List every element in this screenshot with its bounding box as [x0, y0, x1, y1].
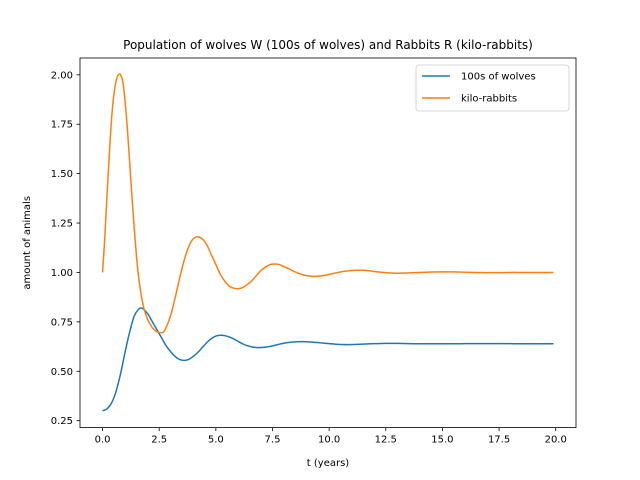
legend-box — [415, 64, 570, 112]
y-axis: 0.25 0.50 0.75 1.00 1.25 1.50 1.75 2.00 — [51, 70, 80, 427]
legend: 100s of wolves kilo-rabbits — [415, 64, 570, 112]
x-axis: 0.0 2.5 5.0 7.5 10.0 12.5 15.0 17.5 20.0 — [95, 427, 567, 446]
series-line-rabbits — [101, 73, 554, 334]
x-tick-label: 7.5 — [265, 435, 281, 446]
series-line-wolves — [102, 307, 554, 412]
y-tick-label: 1.00 — [51, 268, 73, 279]
y-tick-label: 2.00 — [51, 70, 73, 81]
x-tick-label: 12.5 — [375, 435, 397, 446]
x-tick-label: 5.0 — [208, 435, 224, 446]
x-tick-label: 10.0 — [318, 435, 340, 446]
series-layer — [101, 73, 554, 412]
legend-label-rabbits: kilo-rabbits — [461, 94, 517, 105]
x-tick-label: 15.0 — [431, 435, 453, 446]
plot-frame — [79, 57, 577, 429]
y-axis-label: amount of animals — [22, 196, 33, 290]
legend-label-wolves: 100s of wolves — [461, 72, 536, 83]
chart-title: Population of wolves W (100s of wolves) … — [123, 38, 533, 52]
x-tick-label: 20.0 — [545, 435, 567, 446]
x-tick-label: 17.5 — [488, 435, 510, 446]
x-tick-label: 0.0 — [95, 435, 111, 446]
y-tick-label: 0.25 — [51, 416, 73, 427]
x-tick-label: 2.5 — [151, 435, 167, 446]
y-tick-label: 0.75 — [51, 317, 73, 328]
y-tick-label: 1.75 — [51, 120, 73, 131]
y-tick-label: 1.50 — [51, 169, 73, 180]
y-tick-label: 0.50 — [51, 367, 73, 378]
x-axis-label: t (years) — [307, 458, 350, 469]
y-tick-label: 1.25 — [51, 219, 73, 230]
